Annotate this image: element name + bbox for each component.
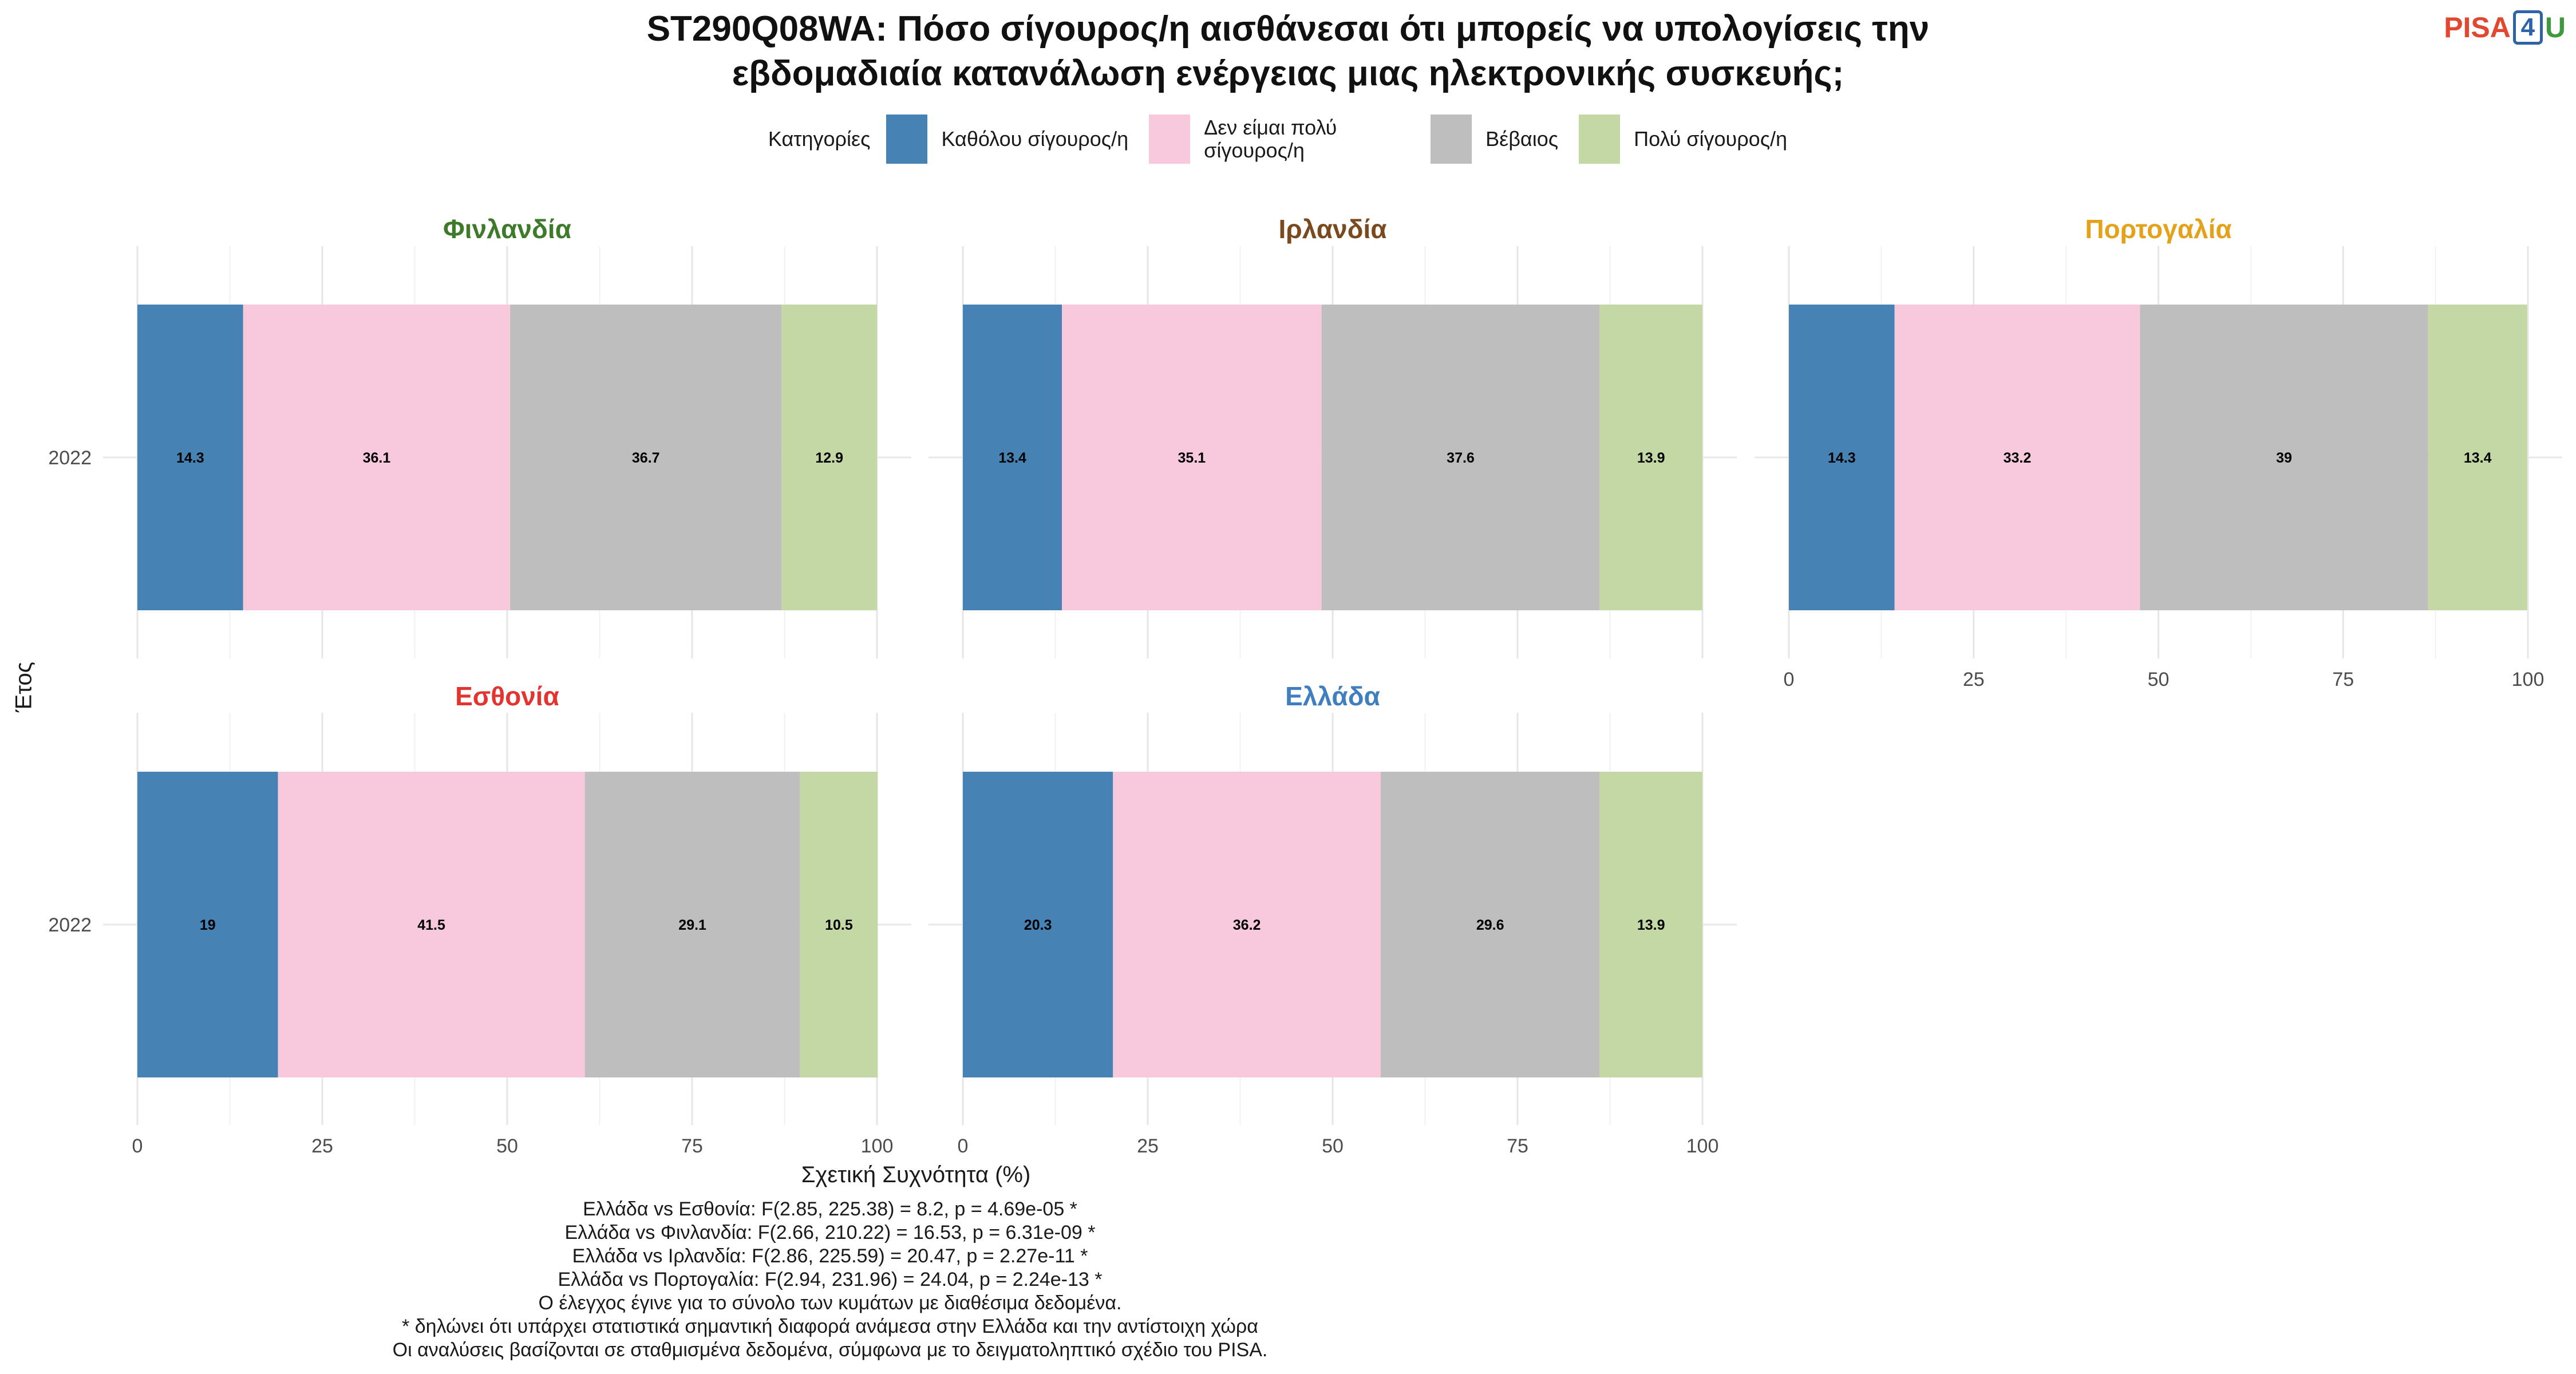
legend-item: Πολύ σίγουρος/η xyxy=(1579,114,1787,164)
note-line: Ελλάδα vs Πορτογαλία: F(2.94, 231.96) = … xyxy=(558,1269,1103,1290)
bar-segment xyxy=(800,772,878,1077)
bar-segment xyxy=(1321,305,1600,610)
legend-label: Πολύ σίγουρος/η xyxy=(1634,127,1788,151)
legend-key-swatch xyxy=(1579,114,1621,164)
bar-data-label: 36.2 xyxy=(1233,917,1261,933)
logo-text-four: 4 xyxy=(2512,10,2543,45)
bar-data-label: 12.9 xyxy=(815,450,843,466)
bar-data-label: 14.3 xyxy=(1828,450,1856,466)
bar-segment xyxy=(137,305,243,610)
bar-data-label: 13.4 xyxy=(998,450,1026,466)
x-tick-label: 100 xyxy=(861,1135,894,1157)
bar-segment xyxy=(963,305,1062,610)
bar-data-label: 41.5 xyxy=(417,917,445,933)
note-line: * δηλώνει ότι υπάρχει στατιστικά σημαντι… xyxy=(402,1316,1258,1337)
bar-data-label: 37.6 xyxy=(1447,450,1475,466)
bar-data-label: 13.9 xyxy=(1637,917,1665,933)
legend-key-swatch xyxy=(1431,114,1472,164)
x-tick-label: 75 xyxy=(2332,669,2354,690)
y-tick-label: 2022 xyxy=(48,447,92,469)
x-tick-label: 25 xyxy=(1963,669,1985,690)
panel-title: Εσθονία xyxy=(455,681,559,711)
note-line: Οι αναλύσεις βασίζονται σε σταθμισμένα δ… xyxy=(392,1339,1268,1361)
x-tick-label: 50 xyxy=(1322,1135,1344,1157)
x-tick-label: 25 xyxy=(1137,1135,1159,1157)
note-line: Ελλάδα vs Ιρλανδία: F(2.86, 225.59) = 20… xyxy=(572,1245,1088,1267)
x-tick-label: 50 xyxy=(496,1135,518,1157)
note-line: Ελλάδα vs Φινλανδία: F(2.66, 210.22) = 1… xyxy=(564,1222,1096,1243)
bar-data-label: 36.1 xyxy=(363,450,391,466)
chart-notes: Ελλάδα vs Εσθονία: F(2.85, 225.38) = 8.2… xyxy=(0,1198,1660,1362)
chart-title-line: εβδομαδιαία κατανάλωση ενέργειας μιας ηλ… xyxy=(732,54,1844,93)
bar-segment xyxy=(1113,772,1381,1077)
panel-title: Πορτογαλία xyxy=(2085,214,2231,244)
bar-segment xyxy=(963,772,1113,1077)
bar-segment xyxy=(510,305,782,610)
x-tick-label: 100 xyxy=(1686,1135,1719,1157)
bar-data-label: 13.4 xyxy=(2464,450,2492,466)
bar-segment xyxy=(2428,305,2527,610)
bar-data-label: 20.3 xyxy=(1024,917,1052,933)
bar-data-label: 33.2 xyxy=(2004,450,2032,466)
legend-item: Δεν είμαι πολύ σίγουρος/η xyxy=(1149,114,1410,164)
panel-title: Ιρλανδία xyxy=(1278,214,1386,244)
bar-segment xyxy=(1380,772,1600,1077)
panel-title: Ελλάδα xyxy=(1285,681,1380,711)
bar-segment xyxy=(2140,305,2428,610)
x-tick-label: 50 xyxy=(2148,669,2170,690)
legend-item: Καθόλου σίγουρος/η xyxy=(886,114,1128,164)
x-tick-label: 100 xyxy=(2512,669,2545,690)
bar-data-label: 35.1 xyxy=(1178,450,1206,466)
legend-item: Βέβαιος xyxy=(1431,114,1558,164)
bar-segment xyxy=(781,305,877,610)
bar-data-label: 39 xyxy=(2276,450,2292,466)
bar-segment xyxy=(278,772,585,1077)
bar-data-label: 14.3 xyxy=(176,450,204,466)
note-line: Ελλάδα vs Εσθονία: F(2.85, 225.38) = 8.2… xyxy=(583,1198,1077,1220)
y-tick-label: 2022 xyxy=(48,914,92,936)
logo-text-u: U xyxy=(2545,11,2566,44)
bar-data-label: 10.5 xyxy=(825,917,853,933)
bar-data-label: 36.7 xyxy=(632,450,660,466)
bar-segment xyxy=(137,772,278,1077)
legend: Κατηγορίες Καθόλου σίγουρος/η Δεν είμαι … xyxy=(0,114,2576,164)
bar-segment xyxy=(1599,772,1702,1077)
note-line: Ο έλεγχος έγινε για το σύνολο των κυμάτω… xyxy=(538,1292,1122,1314)
pisa4u-logo: PISA 4 U xyxy=(2444,10,2566,45)
bar-data-label: 19 xyxy=(200,917,216,933)
bar-segment xyxy=(584,772,800,1077)
x-axis-label: Σχετική Συχνότητα (%) xyxy=(801,1162,1031,1187)
x-tick-label: 0 xyxy=(958,1135,969,1157)
legend-label: Βέβαιος xyxy=(1485,127,1559,151)
bar-segment xyxy=(1599,305,1702,610)
bar-segment xyxy=(243,305,511,610)
x-tick-label: 75 xyxy=(681,1135,703,1157)
panel-title: Φινλανδία xyxy=(443,214,571,244)
bar-segment xyxy=(1789,305,1895,610)
logo-text-pisa: PISA xyxy=(2444,11,2511,44)
bar-data-label: 13.9 xyxy=(1637,450,1665,466)
x-tick-label: 75 xyxy=(1507,1135,1528,1157)
x-tick-label: 0 xyxy=(1784,669,1795,690)
legend-key-swatch xyxy=(886,114,928,164)
x-tick-label: 0 xyxy=(132,1135,143,1157)
y-axis-label: Έτος xyxy=(11,661,37,713)
chart-title: ST290Q08WA: Πόσο σίγουρος/η αισθάνεσαι ό… xyxy=(0,7,2576,96)
bar-segment xyxy=(1894,305,2140,610)
bar-data-label: 29.6 xyxy=(1476,917,1504,933)
bar-segment xyxy=(1062,305,1322,610)
x-tick-label: 25 xyxy=(311,1135,333,1157)
bar-data-label: 29.1 xyxy=(678,917,706,933)
legend-label: Δεν είμαι πολύ σίγουρος/η xyxy=(1204,116,1337,162)
chart-title-line: ST290Q08WA: Πόσο σίγουρος/η αισθάνεσαι ό… xyxy=(646,9,1930,49)
legend-key-swatch xyxy=(1149,114,1191,164)
legend-title: Κατηγορίες xyxy=(768,127,871,151)
legend-label: Καθόλου σίγουρος/η xyxy=(941,127,1129,151)
